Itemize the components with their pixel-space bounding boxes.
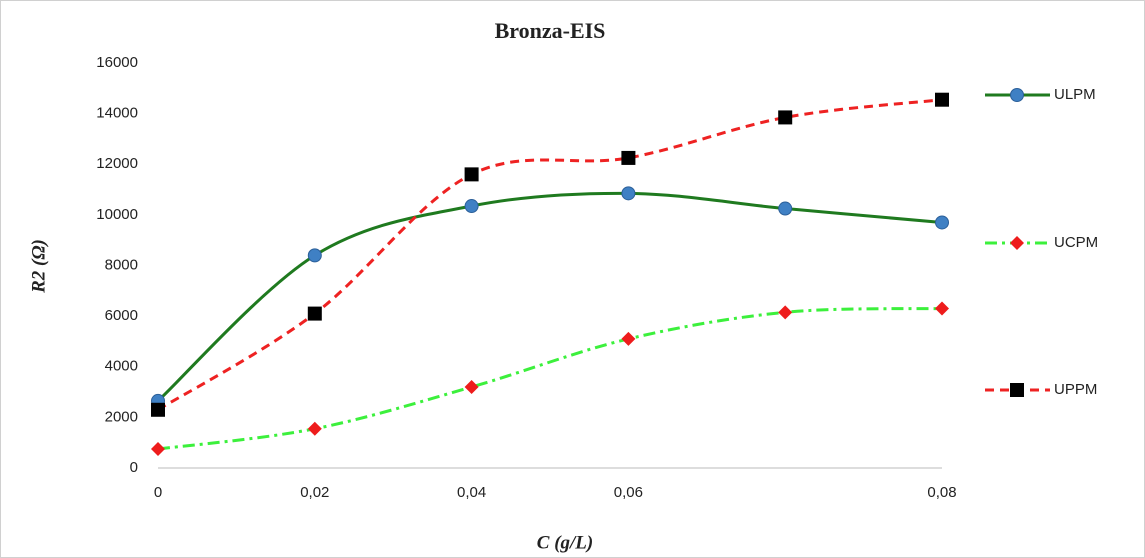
marker <box>935 215 949 230</box>
y-tick-label: 4000 <box>105 358 138 375</box>
marker <box>464 380 479 394</box>
y-tick-label: 12000 <box>96 155 138 172</box>
y-tick-label: 2000 <box>105 408 138 425</box>
series-line <box>157 98 943 412</box>
marker <box>151 402 165 417</box>
y-tick-label: 6000 <box>105 307 138 324</box>
marker <box>935 92 949 107</box>
marker <box>307 248 322 263</box>
series-line <box>157 307 943 451</box>
y-tick-label: 16000 <box>96 54 138 71</box>
x-tick-label: 0,04 <box>457 484 486 501</box>
x-tick-label: 0,02 <box>300 484 329 501</box>
series-line <box>156 191 943 403</box>
legend-label: UPPM <box>1054 381 1097 398</box>
legend-marker <box>1010 383 1024 397</box>
x-tick-label: 0 <box>154 484 162 501</box>
marker <box>621 331 636 346</box>
marker <box>464 167 479 182</box>
legend-marker <box>1010 88 1024 102</box>
marker <box>621 186 636 201</box>
chart-title: Bronza-EIS <box>495 18 606 43</box>
marker <box>151 442 165 457</box>
y-axis-label: R2 (Ω) <box>28 239 49 294</box>
legend-label: ULPM <box>1054 86 1096 103</box>
y-tick-label: 8000 <box>105 256 138 273</box>
marker <box>464 199 479 214</box>
marker <box>778 305 793 320</box>
x-tick-label: 0,08 <box>927 484 956 501</box>
marker <box>935 301 949 316</box>
marker <box>307 306 322 321</box>
x-tick-label: 0,06 <box>614 484 643 501</box>
x-axis-label: C (g/L) <box>537 532 593 553</box>
marker <box>307 421 322 436</box>
y-tick-label: 0 <box>130 459 138 476</box>
legend-marker <box>1010 236 1024 250</box>
legend-label: UCPM <box>1054 234 1098 251</box>
marker <box>778 110 793 125</box>
marker <box>778 201 793 216</box>
y-tick-label: 10000 <box>96 206 138 223</box>
y-tick-label: 14000 <box>96 105 138 122</box>
marker <box>621 150 636 165</box>
